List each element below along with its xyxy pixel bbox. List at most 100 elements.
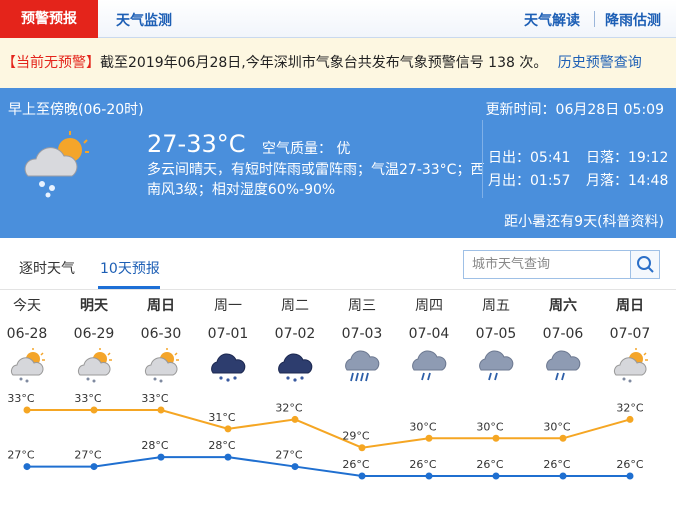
weekday: 今天 <box>13 298 41 314</box>
forecast-chart: 今天 06-28 明天 06-29 周日 06-30 周一 07-01 周二 07-02 周三 07-… <box>7 297 651 480</box>
temp-label: 26°C <box>616 458 643 471</box>
icon <box>144 348 180 384</box>
weather-icon <box>24 131 89 198</box>
temp-point <box>23 406 31 414</box>
description: 多云间晴天，有短时阵雨或雷阵雨；气温27-33°C；西南风3级；相对湿度60%-… <box>147 162 485 198</box>
search-button[interactable] <box>630 250 660 279</box>
temp-label: 32°C <box>616 401 643 414</box>
temp-label: 26°C <box>409 458 436 471</box>
temp-point <box>291 415 299 423</box>
temp-point <box>224 425 232 433</box>
weekday: 周三 <box>348 298 376 314</box>
weekday: 周四 <box>415 298 443 314</box>
time: 01:57 <box>530 173 571 189</box>
alert-link[interactable]: 历史预警查询 <box>557 55 642 71</box>
weekday: 周六 <box>549 297 577 314</box>
temp-label: 30°C <box>543 420 570 433</box>
temp-point <box>90 463 98 471</box>
weekday: 明天 <box>80 298 109 314</box>
icon <box>10 348 46 384</box>
temp-label: 33°C <box>141 392 168 405</box>
temp-line <box>27 409 631 449</box>
date: 07-03 <box>342 326 383 342</box>
alert-text: 截至2019年06月28日,今年深圳市气象台共发布气象预警信号 138 次。 <box>100 55 548 71</box>
nav-link[interactable]: 天气解读 <box>524 13 580 29</box>
updated: 更新时间：06月28日 05:09 <box>485 102 664 118</box>
time: 14:48 <box>628 173 669 189</box>
tab[interactable]: 逐时天气 <box>19 261 75 277</box>
temp-line <box>27 456 630 477</box>
date: 07-04 <box>409 326 450 342</box>
date: 07-05 <box>476 326 517 342</box>
weekday: 周日 <box>147 298 175 314</box>
temp-label: 29°C <box>342 430 369 443</box>
tab-underline <box>98 286 160 289</box>
icon <box>478 350 514 381</box>
alert-bar: 【当前无预警】截至2019年06月28日,今年深圳市气象台共发布气象预警信号 1… <box>0 38 676 88</box>
icon <box>344 350 380 382</box>
temp-point <box>425 434 433 442</box>
temp-point <box>23 463 31 471</box>
temp-label: 27°C <box>74 449 101 462</box>
icon <box>77 348 113 384</box>
date: 07-06 <box>543 326 584 342</box>
temp-label: 30°C <box>476 420 503 433</box>
date: 07-01 <box>208 326 249 342</box>
temp-point <box>626 472 634 480</box>
nav-link[interactable]: 降雨估测 <box>605 13 661 29</box>
temp-label: 27°C <box>7 449 34 462</box>
temp-label: 32°C <box>275 401 302 414</box>
temp-point <box>224 453 232 461</box>
weekday: 周一 <box>214 298 242 314</box>
divider <box>482 120 483 198</box>
weekday: 周日 <box>616 298 644 314</box>
temp-point <box>492 434 500 442</box>
icon <box>613 348 649 384</box>
divider <box>594 11 595 27</box>
temp-label: 30°C <box>409 420 436 433</box>
time: 05:41 <box>530 150 571 166</box>
time: 19:12 <box>628 150 669 166</box>
temp-point <box>626 415 634 423</box>
nav-tab[interactable]: 天气监测 <box>116 13 172 29</box>
nav-bar <box>0 0 676 38</box>
date: 07-07 <box>610 326 651 342</box>
temp-point <box>559 472 567 480</box>
temp-label: 33°C <box>74 392 101 405</box>
date: 07-02 <box>275 326 316 342</box>
label: 日落： <box>586 150 628 166</box>
sun-moon: 月落：14:48 <box>586 170 668 190</box>
label: 月出： <box>488 173 530 189</box>
temp-point <box>358 472 366 480</box>
weather-icons <box>10 348 649 384</box>
temp-point <box>291 463 299 471</box>
temp-point <box>559 434 567 442</box>
label: 日出： <box>488 150 530 166</box>
icon <box>278 353 313 383</box>
weekday: 周五 <box>482 298 510 314</box>
label: 月落： <box>586 173 628 189</box>
solar-term[interactable]: 距小暑还有9天(科普资料) <box>504 214 664 230</box>
air-quality: 空气质量： 优 <box>262 141 351 157</box>
temp-point <box>492 472 500 480</box>
tab-active[interactable]: 10天预报 <box>100 261 160 277</box>
temp-label: 26°C <box>342 458 369 471</box>
today-panel: 早上至傍晚(06-20时) 更新时间：06月28日 05:09 27-33°C … <box>0 88 676 238</box>
date: 06-29 <box>74 326 115 342</box>
icon <box>545 350 581 381</box>
temp-label: 33°C <box>7 392 34 405</box>
temp-point <box>157 453 165 461</box>
divider <box>0 289 676 290</box>
date: 06-28 <box>7 326 48 342</box>
temp-point <box>358 444 366 452</box>
search-input[interactable]: 城市天气查询 <box>463 250 630 279</box>
icon <box>211 353 246 383</box>
nav-tab-active[interactable]: 预警预报 <box>0 0 98 38</box>
sun-moon: 日出：05:41 <box>488 147 570 167</box>
alert-status: 【当前无预警】 <box>2 55 100 71</box>
temp-label: 28°C <box>208 439 235 452</box>
period: 早上至傍晚(06-20时) <box>8 102 144 118</box>
temp-point <box>90 406 98 414</box>
date: 06-30 <box>141 326 182 342</box>
